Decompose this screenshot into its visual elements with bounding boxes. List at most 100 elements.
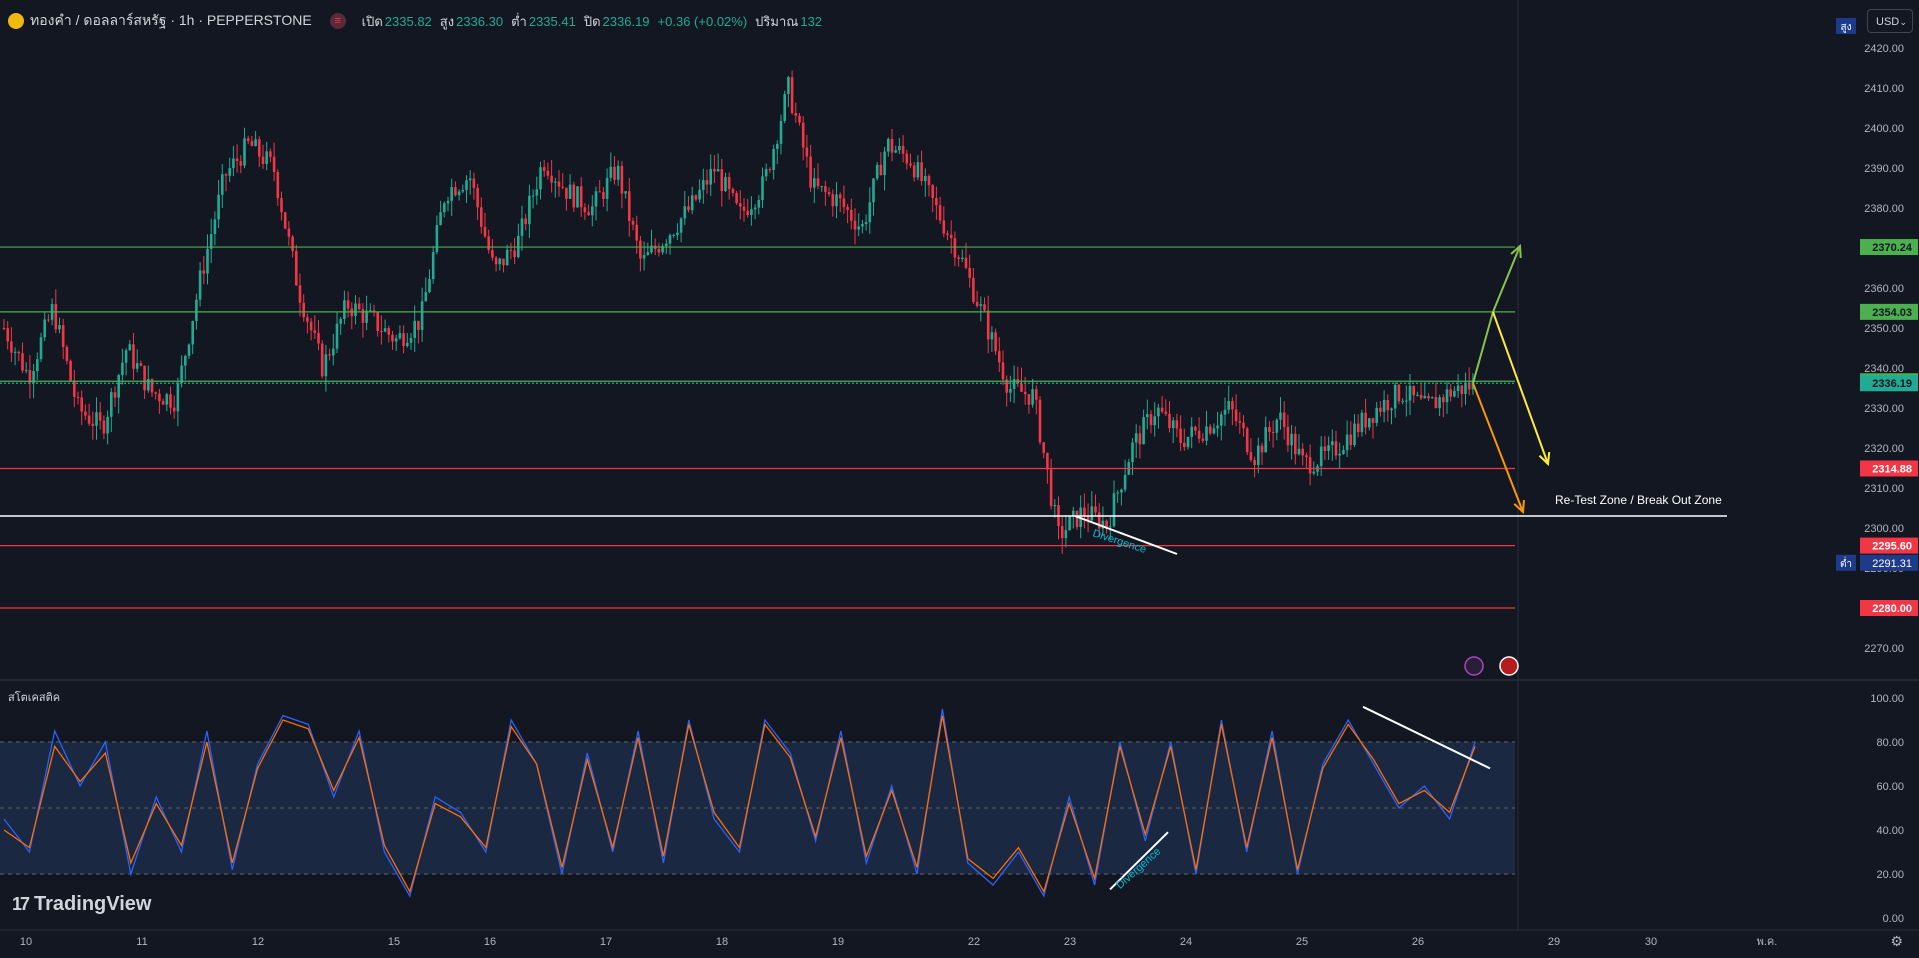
candle-body (531, 195, 535, 197)
candle-body (1060, 525, 1064, 539)
stochastic-pane: 0.0020.0040.0060.0080.00100.00สโตเคสติคD… (0, 690, 1904, 925)
candle-body (1308, 457, 1312, 474)
menu-icon[interactable]: ≡ (329, 13, 346, 29)
candle-body (243, 138, 246, 166)
candle-body (154, 392, 157, 394)
candle-body (139, 363, 143, 366)
candle-body (953, 238, 957, 258)
symbol-title[interactable]: ทองคำ / ดอลลาร์สหรัฐ · 1h · PEPPERSTONE (30, 12, 312, 28)
candle-body (317, 332, 320, 344)
candle-body (672, 234, 675, 236)
projection-retest-arrow (1492, 311, 1549, 465)
gear-icon[interactable]: ⚙ (1890, 933, 1903, 949)
price-tick-label: 2420.00 (1864, 43, 1904, 55)
chevron-down-icon: ⌄ (1899, 17, 1907, 27)
candle-body (1183, 442, 1186, 448)
candle-body (1075, 510, 1079, 528)
price-tick-label: 2330.00 (1864, 403, 1904, 415)
candle-body (1368, 418, 1371, 428)
candle-body (1038, 399, 1042, 443)
candle-body (132, 344, 135, 369)
candle-body (95, 412, 98, 426)
candle-body (1020, 383, 1023, 392)
candle-body (402, 333, 405, 347)
candle-body (235, 158, 239, 162)
candle-body (224, 174, 228, 176)
candle-body (1023, 391, 1027, 395)
candle-body (927, 176, 931, 186)
candle-body (787, 77, 790, 95)
candle-body (1009, 388, 1012, 393)
gold-symbol-icon (8, 13, 24, 29)
candle-body (1101, 520, 1105, 529)
candle-body (80, 397, 83, 412)
projection-up-leg (1472, 311, 1494, 384)
candle-body (1427, 395, 1430, 399)
stoch-tick-label: 60.00 (1876, 781, 1904, 793)
candle-body (1208, 426, 1212, 434)
candle-body (801, 122, 805, 148)
high-label: สูง (439, 13, 455, 29)
candle-body (568, 184, 572, 199)
candle-body (857, 226, 860, 230)
currency-select[interactable]: USD ⌄ (1867, 9, 1913, 33)
candle-body (868, 202, 872, 223)
high-value: 2336.30 (456, 13, 504, 29)
candle-body (742, 206, 746, 211)
candle-body (994, 332, 997, 352)
candle-body (539, 167, 542, 190)
candle-body (1290, 433, 1293, 446)
candle-body (557, 181, 561, 187)
candle-body (365, 310, 368, 323)
candle-body (1090, 506, 1094, 521)
candle-body (790, 77, 794, 113)
candle-body (1408, 385, 1412, 401)
candle-body (583, 207, 587, 213)
candle-body (21, 353, 24, 371)
candle-body (746, 210, 749, 216)
candle-body (476, 187, 479, 208)
candle-body (435, 225, 439, 253)
candle-body (972, 277, 975, 302)
candle-body (206, 248, 209, 274)
candle-body (195, 299, 198, 322)
candle-body (1401, 401, 1404, 403)
candle-body (1086, 516, 1090, 521)
candle-body (1345, 434, 1349, 451)
candle-body (957, 257, 960, 259)
candle-body (239, 161, 243, 166)
candle-body (949, 234, 953, 239)
candle-body (1042, 442, 1045, 453)
candle-body (764, 169, 768, 177)
candle-body (1467, 382, 1471, 390)
price-tick-label: 2400.00 (1864, 123, 1904, 135)
candle-body (650, 245, 653, 253)
candle-body (1282, 412, 1286, 427)
candle-body (202, 270, 206, 274)
candle-body (161, 401, 165, 405)
candle-body (1031, 389, 1034, 405)
price-tick-label: 2350.00 (1864, 323, 1904, 335)
low-marker-tag (1836, 554, 1856, 571)
candle-body (1238, 421, 1242, 423)
retest-zone-label: Re-Test Zone / Break Out Zone (1555, 493, 1722, 507)
candle-body (1134, 433, 1138, 443)
candle-body (776, 143, 779, 149)
candle-body (1212, 428, 1216, 434)
volume-label: ปริมาณ (755, 13, 799, 29)
candle-body (594, 191, 598, 207)
tradingview-logo[interactable]: 17 TradingView (12, 893, 151, 916)
candle-body (343, 300, 346, 320)
candle-body (1205, 426, 1208, 441)
stoch-tick-label: 40.00 (1876, 825, 1904, 837)
candle-body (753, 207, 757, 210)
candle-body (398, 333, 402, 339)
candle-body (480, 207, 483, 227)
candle-body (98, 412, 102, 421)
candle-body (335, 323, 339, 349)
candle-body (84, 411, 87, 416)
time-tick-label: 17 (600, 936, 612, 948)
candle-body (28, 370, 32, 383)
candle-body (147, 379, 150, 391)
